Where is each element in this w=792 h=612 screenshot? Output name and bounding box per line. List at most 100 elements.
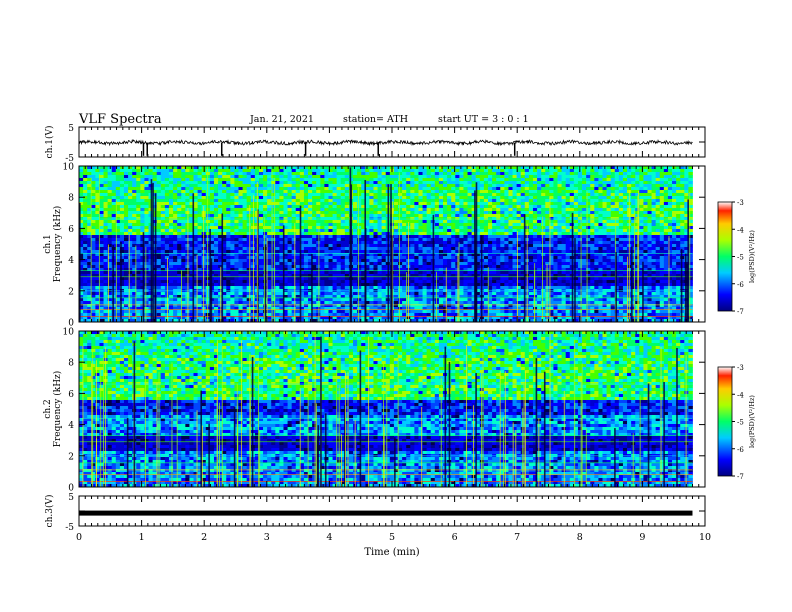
spectrogram-cell [357,220,362,224]
spectrogram-cell [451,181,456,185]
spectrogram-cell [447,178,452,182]
spectrogram-cell [181,238,186,242]
spectrogram-cell [610,244,616,248]
spectrogram-cell [651,199,657,203]
spectrogram-cell [398,178,403,182]
spectrogram-cell [622,172,628,176]
spectrogram-cell [107,184,113,188]
spectrogram-cell [434,256,440,260]
spectrogram-cell [402,196,407,200]
spectrogram-cell [299,241,305,245]
spectrogram-cell [402,256,407,260]
spectrogram-cell [680,208,685,212]
spectrogram-cell [573,196,579,200]
spectrogram-cell [500,241,505,245]
spectrogram-cell [144,169,149,173]
spectrogram-cell [598,184,603,188]
spectrogram-cell [557,178,562,182]
spectrogram-cell [222,256,227,260]
spectrogram-cell [242,199,248,203]
spectrogram-cell [132,196,137,200]
spectrogram-cell [688,250,693,254]
spectrogram-cell [504,256,509,260]
spectrogram-cell [136,220,141,224]
spectrogram-cell [357,226,362,230]
spectrogram-cell [119,166,125,170]
spectrogram-cell [320,187,325,191]
spectrogram-cell [643,205,648,209]
spectrogram-cell [111,193,117,197]
spectrogram-cell [672,193,677,197]
spectrogram-cell [479,187,485,191]
spectrogram-cell [283,193,288,197]
spectrogram-cell [520,229,526,233]
spectrogram-cell [295,202,301,206]
spectrogram-cell [119,259,125,263]
spectrogram-cell [230,256,235,260]
spectrogram-cell [500,256,505,260]
spectrogram-cell [361,178,366,182]
spectrogram-cell [622,205,628,209]
spectrogram-cell [303,166,309,170]
spectrogram-cell [406,205,411,209]
spectrogram-cell [565,184,571,188]
spectrogram-cell [353,241,358,245]
spectrogram-cell [164,214,170,218]
spectrogram-cell [471,202,477,206]
y-tick-label: 5 [68,124,74,134]
spectrogram-cell [475,202,481,206]
spectrogram-cell [193,232,199,236]
spectrogram-cell [610,175,616,179]
spectrogram-cell [545,220,550,224]
spectrogram-cell [508,175,513,179]
spectrogram-cell [447,256,452,260]
spectrogram-cell [463,166,468,170]
spectrogram-cell [107,214,113,218]
spectrogram-cell [177,229,182,233]
spectrogram-cell [549,238,554,242]
spectrogram-cell [598,199,603,203]
spectrogram-cell [128,196,133,200]
spectrogram-cell [573,199,579,203]
spectrogram-cell [471,220,477,224]
spectrogram-cell [410,223,415,227]
spectrogram-cell [467,253,473,257]
spectrogram-cell [381,196,387,200]
spectrogram-cell [532,178,538,182]
spectrogram-cell [308,238,313,242]
spectrogram-cell [316,181,321,185]
spectrogram-cell [594,208,599,212]
spectrogram-cell [586,172,591,176]
spectrogram-cell [128,244,133,248]
spectrogram-cell [471,175,477,179]
spectrogram-cell [447,247,452,251]
spectrogram-cell [365,235,370,239]
spectrogram-cell [561,196,567,200]
spectrogram-cell [528,247,534,251]
spectrogram-cell [496,187,501,191]
spectrogram-cell [676,220,681,224]
spectrogram-cell [95,241,100,245]
spectrogram-cell [496,220,501,224]
spectrogram-cell [688,172,693,176]
spectrogram-cell [279,232,284,236]
spectrogram-cell [369,256,374,260]
spectrogram-cell [582,256,587,260]
spectrogram-cell [508,205,513,209]
spectrogram-cell [299,211,305,215]
spectrogram-cell [140,187,145,191]
spectrogram-cell [688,256,693,260]
spectrogram-cell [655,229,661,233]
spectrogram-cell [398,241,403,245]
spectrogram-cell [168,166,174,170]
spectrogram-cell [238,223,243,227]
spectrogram-cell [606,202,612,206]
spectrogram-cell [545,193,550,197]
spectrogram-cell [218,199,223,203]
spectrogram-cell [140,250,145,254]
spectrogram-cell [328,214,333,218]
spectrogram-cell [275,172,280,176]
spectrogram-cell [557,184,562,188]
spectrogram-cell [500,196,505,200]
